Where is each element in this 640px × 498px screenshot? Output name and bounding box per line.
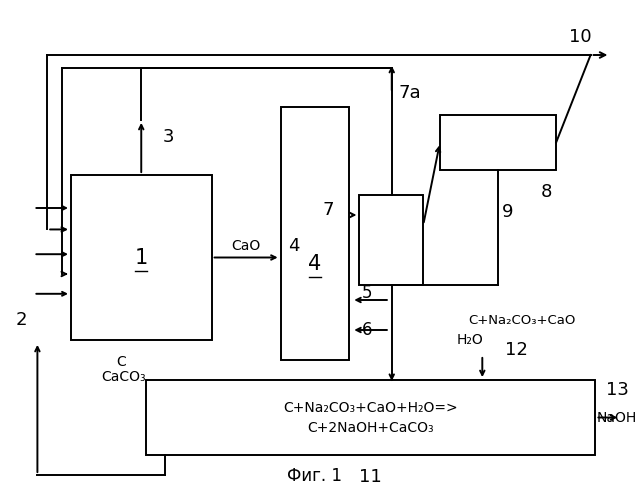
Bar (146, 380, 595, 455)
Text: 12: 12 (506, 341, 528, 359)
Text: 9: 9 (502, 203, 514, 221)
Text: 4: 4 (287, 237, 299, 254)
Text: NaOH: NaOH (597, 410, 637, 424)
Bar (440, 115, 556, 170)
Text: CaCO₃: CaCO₃ (102, 370, 147, 384)
Text: C+Na₂CO₃+CaO: C+Na₂CO₃+CaO (468, 314, 575, 327)
Text: 13: 13 (605, 381, 628, 399)
Text: 3: 3 (163, 128, 175, 146)
Text: 10: 10 (570, 28, 592, 46)
Text: C+Na₂CO₃+CaO+H₂O=>: C+Na₂CO₃+CaO+H₂O=> (284, 400, 458, 414)
Text: 4: 4 (308, 253, 322, 273)
Text: CaO: CaO (232, 239, 260, 252)
Text: 11: 11 (359, 468, 382, 486)
Text: 8: 8 (541, 183, 552, 201)
Text: 7a: 7a (398, 84, 420, 102)
Text: 5: 5 (362, 284, 372, 302)
Text: 6: 6 (362, 321, 372, 339)
Text: H₂O: H₂O (457, 333, 484, 347)
Bar (280, 107, 349, 360)
Bar (71, 175, 212, 340)
Text: Фиг. 1: Фиг. 1 (287, 467, 342, 485)
Text: C: C (116, 355, 126, 369)
Text: 7: 7 (322, 201, 333, 219)
Text: 2: 2 (16, 311, 28, 329)
Bar (359, 195, 423, 285)
Text: 1: 1 (134, 248, 148, 267)
Text: C+2NaOH+CaCO₃: C+2NaOH+CaCO₃ (307, 420, 434, 434)
